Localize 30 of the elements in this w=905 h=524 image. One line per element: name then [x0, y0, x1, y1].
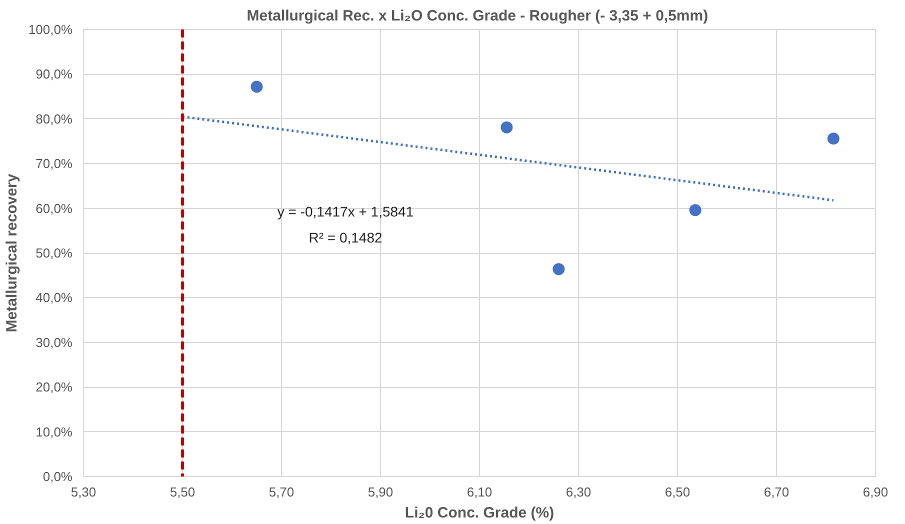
y-tick-label: 40,0% [36, 290, 73, 306]
y-tick-label: 70,0% [36, 156, 73, 172]
chart-title: Metallurgical Rec. x Li₂O Conc. Grade - Rougher (- 3,35 + 0,5mm) [246, 8, 708, 24]
x-tick-label: 5,30 [70, 484, 96, 500]
x-tick-label: 6,50 [664, 484, 690, 500]
y-tick-label: 100,0% [28, 22, 73, 37]
y-tick-label: 90,0% [36, 66, 73, 82]
y-tick-label: 50,0% [36, 246, 73, 260]
point [250, 80, 263, 93]
y-tick-label: 80,0% [36, 111, 73, 126]
point [500, 121, 513, 134]
y-tick-label: 0,0% [42, 469, 73, 484]
point [827, 132, 840, 145]
point [689, 204, 702, 216]
y-tick-label: 60,0% [36, 200, 73, 216]
y-tick-label: 30,0% [36, 334, 73, 350]
x-tick-label: 5,50 [170, 484, 196, 500]
x-tick-label: 6,70 [764, 484, 790, 500]
x-axis-title: Li₂0 Conc. Grade (%) [404, 504, 554, 522]
x-tick-label: 6,30 [566, 484, 592, 500]
x-tick-label: 5,90 [368, 484, 394, 500]
y-axis-title: Metallurgical recovery [3, 173, 20, 332]
x-tick-label: 6,90 [862, 484, 888, 500]
y-tick-label: 10,0% [36, 424, 73, 440]
point [552, 263, 565, 276]
annotation: R² = 0,1482 [308, 230, 382, 246]
y-tick-label: 20,0% [36, 380, 73, 395]
x-tick-label: 6,10 [466, 484, 492, 500]
annotation: y = -0,1417x + 1,5841 [277, 204, 414, 220]
x-tick-label: 5,70 [268, 484, 294, 500]
